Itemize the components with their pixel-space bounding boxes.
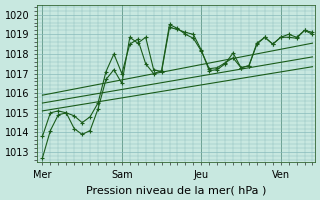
X-axis label: Pression niveau de la mer( hPa ): Pression niveau de la mer( hPa ) xyxy=(86,185,266,195)
